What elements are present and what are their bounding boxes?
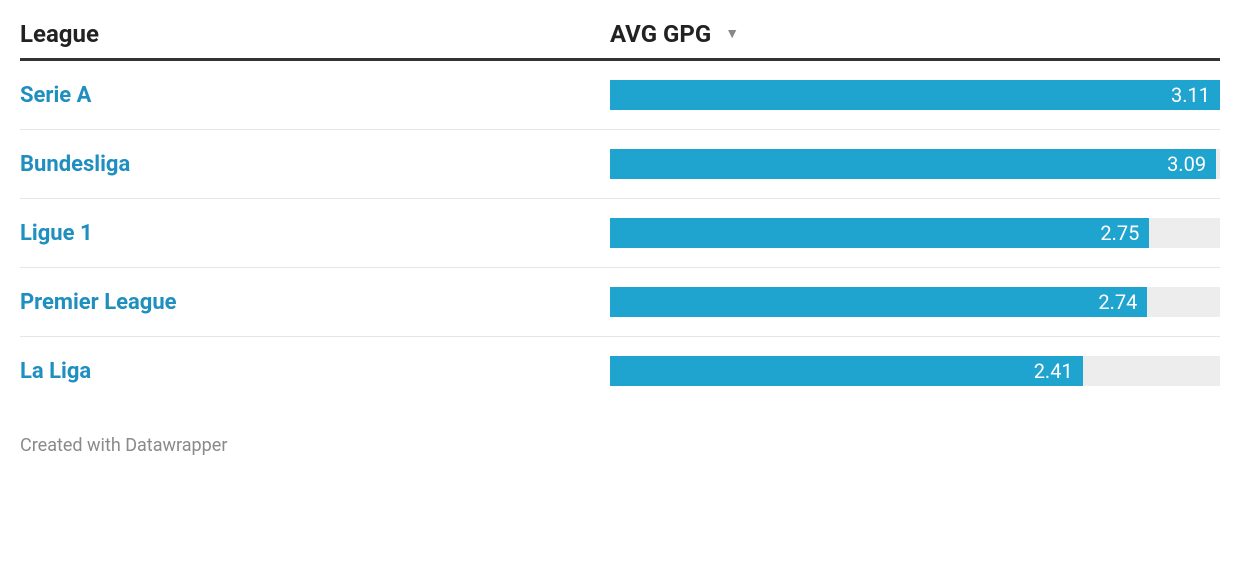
bar-value: 3.11 [1171,83,1210,107]
league-link[interactable]: Premier League [20,290,610,315]
bar-value: 3.09 [1167,152,1206,176]
bar-track: 3.09 [610,149,1220,179]
table-row: Ligue 1 2.75 [20,199,1220,268]
header-gpg-label: AVG GPG [610,20,711,48]
sort-desc-icon: ▼ [725,27,739,41]
league-link[interactable]: Serie A [20,83,610,108]
table-row: Serie A 3.11 [20,61,1220,130]
table-body: Serie A 3.11 Bundesliga 3.09 Ligue 1 2.75 Prem… [20,61,1220,405]
bar-fill: 3.09 [610,149,1216,179]
attribution: Created with Datawrapper [20,435,1220,456]
bar-fill: 2.41 [610,356,1083,386]
table-header: League AVG GPG ▼ [20,20,1220,61]
gpg-bar-chart: League AVG GPG ▼ Serie A 3.11 Bundesliga 3.… [20,20,1220,456]
table-row: La Liga 2.41 [20,337,1220,405]
bar-fill: 2.74 [610,287,1147,317]
bar-value: 2.75 [1100,221,1139,245]
header-avg-gpg[interactable]: AVG GPG ▼ [610,20,1220,48]
bar-track: 3.11 [610,80,1220,110]
league-link[interactable]: La Liga [20,359,610,384]
bar-fill: 2.75 [610,218,1149,248]
header-league[interactable]: League [20,20,610,48]
bar-value: 2.41 [1034,359,1073,383]
league-link[interactable]: Bundesliga [20,152,610,177]
table-row: Bundesliga 3.09 [20,130,1220,199]
table-row: Premier League 2.74 [20,268,1220,337]
bar-track: 2.74 [610,287,1220,317]
league-link[interactable]: Ligue 1 [20,221,610,246]
bar-fill: 3.11 [610,80,1220,110]
bar-track: 2.41 [610,356,1220,386]
bar-value: 2.74 [1098,290,1137,314]
bar-track: 2.75 [610,218,1220,248]
